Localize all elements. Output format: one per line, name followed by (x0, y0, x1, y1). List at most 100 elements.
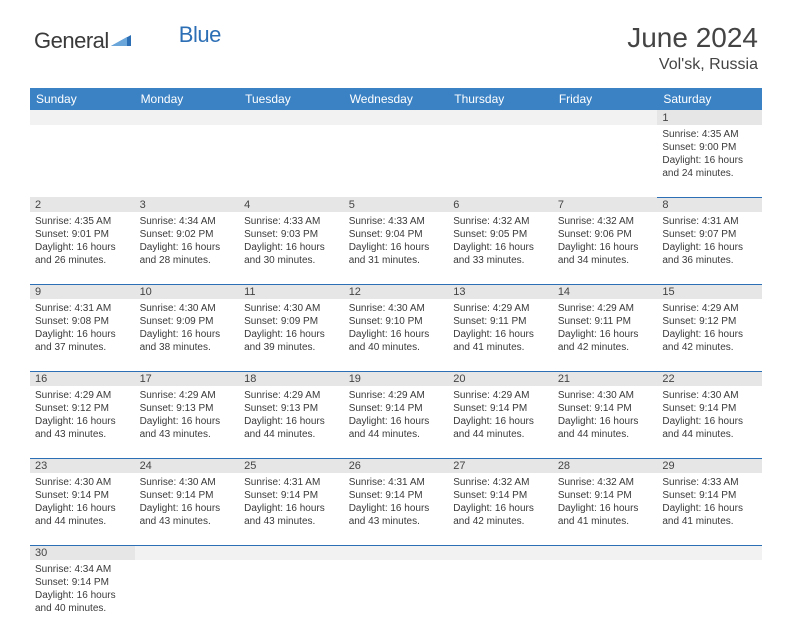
daylight-text: Daylight: 16 hours (662, 502, 757, 515)
sunset-text: Sunset: 9:12 PM (662, 315, 757, 328)
daylight-text: Daylight: 16 hours (35, 241, 130, 254)
day-number-cell (448, 110, 553, 125)
daylight-text: and 28 minutes. (140, 254, 235, 267)
sunset-text: Sunset: 9:09 PM (140, 315, 235, 328)
day-cell: Sunrise: 4:31 AMSunset: 9:14 PMDaylight:… (344, 473, 449, 545)
daylight-text: Daylight: 16 hours (662, 241, 757, 254)
brand-part2: Blue (179, 22, 221, 48)
sunset-text: Sunset: 9:14 PM (453, 402, 548, 415)
day-number-cell (448, 545, 553, 560)
daylight-text: Daylight: 16 hours (140, 415, 235, 428)
day-number-cell: 17 (135, 371, 240, 386)
daylight-text: and 36 minutes. (662, 254, 757, 267)
day-number-cell: 24 (135, 458, 240, 473)
daylight-text: Daylight: 16 hours (453, 502, 548, 515)
day-number-cell: 23 (30, 458, 135, 473)
sunrise-text: Sunrise: 4:33 AM (349, 215, 444, 228)
sunrise-text: Sunrise: 4:34 AM (140, 215, 235, 228)
day-cell (239, 560, 344, 632)
sunset-text: Sunset: 9:00 PM (662, 141, 757, 154)
daylight-text: and 44 minutes. (453, 428, 548, 441)
daynum-row: 2345678 (30, 197, 762, 212)
day-number-cell: 8 (657, 197, 762, 212)
daylight-text: and 31 minutes. (349, 254, 444, 267)
daylight-text: and 44 minutes. (349, 428, 444, 441)
sunrise-text: Sunrise: 4:29 AM (453, 302, 548, 315)
daylight-text: Daylight: 16 hours (349, 502, 444, 515)
day-cell: Sunrise: 4:34 AMSunset: 9:14 PMDaylight:… (30, 560, 135, 632)
day-number-cell (135, 110, 240, 125)
week-row: Sunrise: 4:29 AMSunset: 9:12 PMDaylight:… (30, 386, 762, 458)
day-cell: Sunrise: 4:29 AMSunset: 9:13 PMDaylight:… (239, 386, 344, 458)
daylight-text: and 44 minutes. (558, 428, 653, 441)
sunset-text: Sunset: 9:14 PM (662, 489, 757, 502)
sunset-text: Sunset: 9:03 PM (244, 228, 339, 241)
daylight-text: and 43 minutes. (35, 428, 130, 441)
sunset-text: Sunset: 9:14 PM (558, 489, 653, 502)
sunrise-text: Sunrise: 4:35 AM (35, 215, 130, 228)
sunset-text: Sunset: 9:13 PM (140, 402, 235, 415)
daylight-text: Daylight: 16 hours (662, 328, 757, 341)
daylight-text: and 30 minutes. (244, 254, 339, 267)
daylight-text: Daylight: 16 hours (662, 415, 757, 428)
day-cell: Sunrise: 4:31 AMSunset: 9:08 PMDaylight:… (30, 299, 135, 371)
daylight-text: and 43 minutes. (244, 515, 339, 528)
col-wednesday: Wednesday (344, 88, 449, 110)
day-cell (553, 125, 658, 197)
day-number-cell: 15 (657, 284, 762, 299)
sunrise-text: Sunrise: 4:32 AM (558, 476, 653, 489)
day-number-cell: 1 (657, 110, 762, 125)
week-row: Sunrise: 4:34 AMSunset: 9:14 PMDaylight:… (30, 560, 762, 632)
sunset-text: Sunset: 9:12 PM (35, 402, 130, 415)
day-number-cell: 27 (448, 458, 553, 473)
day-number-cell (30, 110, 135, 125)
day-cell: Sunrise: 4:29 AMSunset: 9:14 PMDaylight:… (344, 386, 449, 458)
day-number-cell: 20 (448, 371, 553, 386)
sunset-text: Sunset: 9:11 PM (453, 315, 548, 328)
day-cell: Sunrise: 4:29 AMSunset: 9:12 PMDaylight:… (30, 386, 135, 458)
day-number-cell (239, 545, 344, 560)
day-number-cell: 10 (135, 284, 240, 299)
day-cell: Sunrise: 4:32 AMSunset: 9:14 PMDaylight:… (448, 473, 553, 545)
sunset-text: Sunset: 9:14 PM (662, 402, 757, 415)
daylight-text: and 41 minutes. (453, 341, 548, 354)
col-tuesday: Tuesday (239, 88, 344, 110)
daylight-text: Daylight: 16 hours (35, 415, 130, 428)
daylight-text: and 33 minutes. (453, 254, 548, 267)
sunset-text: Sunset: 9:14 PM (349, 489, 444, 502)
day-cell: Sunrise: 4:33 AMSunset: 9:14 PMDaylight:… (657, 473, 762, 545)
sunrise-text: Sunrise: 4:29 AM (662, 302, 757, 315)
day-number-cell: 25 (239, 458, 344, 473)
daylight-text: and 43 minutes. (140, 515, 235, 528)
day-number-cell: 13 (448, 284, 553, 299)
day-number-cell: 30 (30, 545, 135, 560)
sunrise-text: Sunrise: 4:30 AM (349, 302, 444, 315)
sunset-text: Sunset: 9:14 PM (558, 402, 653, 415)
brand-part1: General (34, 28, 109, 54)
day-number-cell: 18 (239, 371, 344, 386)
sunset-text: Sunset: 9:13 PM (244, 402, 339, 415)
sunset-text: Sunset: 9:14 PM (349, 402, 444, 415)
day-cell: Sunrise: 4:31 AMSunset: 9:14 PMDaylight:… (239, 473, 344, 545)
sunrise-text: Sunrise: 4:29 AM (349, 389, 444, 402)
day-number-cell: 7 (553, 197, 658, 212)
day-cell: Sunrise: 4:30 AMSunset: 9:10 PMDaylight:… (344, 299, 449, 371)
brand-logo: General Blue (34, 28, 221, 54)
daylight-text: and 44 minutes. (662, 428, 757, 441)
sunrise-text: Sunrise: 4:29 AM (35, 389, 130, 402)
daylight-text: and 37 minutes. (35, 341, 130, 354)
sunrise-text: Sunrise: 4:30 AM (662, 389, 757, 402)
col-sunday: Sunday (30, 88, 135, 110)
sunrise-text: Sunrise: 4:32 AM (453, 476, 548, 489)
day-number-cell: 11 (239, 284, 344, 299)
sunrise-text: Sunrise: 4:31 AM (349, 476, 444, 489)
week-row: Sunrise: 4:31 AMSunset: 9:08 PMDaylight:… (30, 299, 762, 371)
sunset-text: Sunset: 9:01 PM (35, 228, 130, 241)
week-row: Sunrise: 4:30 AMSunset: 9:14 PMDaylight:… (30, 473, 762, 545)
day-cell: Sunrise: 4:31 AMSunset: 9:07 PMDaylight:… (657, 212, 762, 284)
daylight-text: Daylight: 16 hours (140, 328, 235, 341)
daylight-text: Daylight: 16 hours (35, 589, 130, 602)
sunrise-text: Sunrise: 4:32 AM (558, 215, 653, 228)
daylight-text: and 24 minutes. (662, 167, 757, 180)
sunrise-text: Sunrise: 4:31 AM (35, 302, 130, 315)
